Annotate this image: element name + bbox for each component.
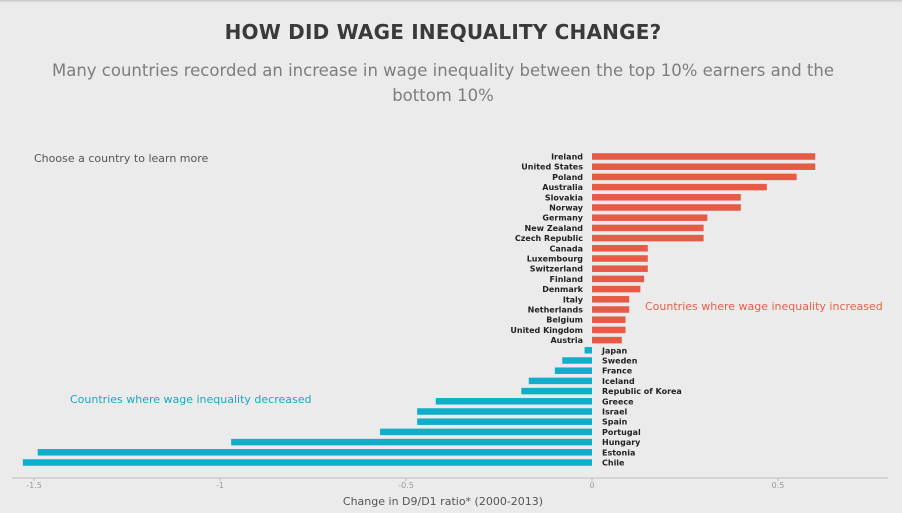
- country-label-australia[interactable]: Australia: [542, 183, 583, 192]
- bar-iceland[interactable]: [528, 377, 592, 385]
- country-label-estonia[interactable]: Estonia: [602, 448, 635, 457]
- x-tick-label-0: 0: [589, 481, 594, 490]
- country-label-belgium[interactable]: Belgium: [546, 316, 583, 325]
- bar-finland[interactable]: [592, 275, 645, 283]
- x-axis-ticks: -1.5 -1 -0.5 0 0.5: [26, 478, 784, 490]
- country-label-sweden[interactable]: Sweden: [602, 357, 638, 366]
- country-label-austria[interactable]: Austria: [550, 336, 583, 345]
- chart-title: HOW DID WAGE INEQUALITY CHANGE?: [224, 20, 662, 44]
- x-tick-label-0p5: 0.5: [772, 481, 785, 490]
- country-label-netherlands[interactable]: Netherlands: [528, 306, 584, 315]
- country-label-iceland[interactable]: Iceland: [602, 377, 635, 386]
- country-label-czech-republic[interactable]: Czech Republic: [515, 234, 583, 243]
- bar-germany[interactable]: [592, 214, 708, 221]
- country-label-ireland[interactable]: Ireland: [551, 153, 583, 162]
- country-label-switzerland[interactable]: Switzerland: [530, 265, 584, 274]
- country-label-japan[interactable]: Japan: [601, 346, 628, 355]
- bar-italy[interactable]: [592, 296, 630, 303]
- bar-estonia[interactable]: [37, 449, 593, 456]
- annotation-decreased: Countries where wage inequality decrease…: [70, 393, 312, 406]
- bar-denmark[interactable]: [592, 285, 641, 293]
- choose-country-hint: Choose a country to learn more: [34, 152, 209, 165]
- country-label-portugal[interactable]: Portugal: [602, 428, 641, 437]
- bar-switzerland[interactable]: [592, 265, 648, 272]
- country-label-spain[interactable]: Spain: [602, 418, 628, 427]
- bar-hungary[interactable]: [231, 438, 592, 446]
- country-label-slovakia[interactable]: Slovakia: [545, 193, 583, 202]
- bar-canada[interactable]: [592, 245, 648, 252]
- bar-sweden[interactable]: [562, 357, 592, 364]
- country-label-israel[interactable]: Israel: [602, 408, 628, 417]
- bar-greece[interactable]: [435, 398, 592, 405]
- country-label-chile[interactable]: Chile: [602, 459, 625, 468]
- country-label-denmark[interactable]: Denmark: [542, 285, 583, 294]
- annotation-increased: Countries where wage inequality increase…: [645, 300, 883, 313]
- bar-czech-republic[interactable]: [592, 234, 704, 242]
- x-tick-label-m1p5: -1.5: [26, 481, 42, 490]
- bar-portugal[interactable]: [379, 428, 592, 436]
- bar-france[interactable]: [554, 367, 592, 374]
- bar-ireland[interactable]: [592, 153, 816, 160]
- country-label-canada[interactable]: Canada: [550, 244, 584, 253]
- country-label-greece[interactable]: Greece: [602, 397, 634, 406]
- bar-belgium[interactable]: [592, 316, 626, 323]
- bar-austria[interactable]: [592, 336, 622, 344]
- top-shadow-bar: [0, 0, 902, 3]
- bars-group: [22, 153, 816, 466]
- country-label-germany[interactable]: Germany: [542, 214, 583, 223]
- country-label-france[interactable]: France: [602, 367, 633, 376]
- x-tick-label-m1: -1: [216, 481, 224, 490]
- country-label-united-kingdom[interactable]: United Kingdom: [510, 326, 583, 335]
- country-label-finland[interactable]: Finland: [550, 275, 584, 284]
- bar-new-zealand[interactable]: [592, 224, 704, 232]
- country-label-poland[interactable]: Poland: [552, 173, 583, 182]
- country-label-republic-of-korea[interactable]: Republic of Korea: [602, 387, 682, 396]
- country-label-luxembourg[interactable]: Luxembourg: [527, 255, 584, 264]
- country-label-hungary[interactable]: Hungary: [602, 438, 641, 447]
- country-label-new-zealand[interactable]: New Zealand: [525, 224, 584, 233]
- bar-slovakia[interactable]: [592, 194, 741, 201]
- bar-japan[interactable]: [584, 347, 592, 354]
- bar-republic-of-korea[interactable]: [521, 387, 592, 395]
- bar-luxembourg[interactable]: [592, 255, 648, 262]
- bar-norway[interactable]: [592, 204, 741, 211]
- x-axis-label: Change in D9/D1 ratio* (2000-2013): [342, 495, 544, 508]
- bar-united-states[interactable]: [592, 163, 816, 170]
- country-label-united-states[interactable]: United States: [521, 163, 583, 172]
- country-label-italy[interactable]: Italy: [563, 295, 584, 304]
- bar-spain[interactable]: [417, 418, 592, 425]
- country-label-norway[interactable]: Norway: [549, 204, 584, 213]
- chart-subtitle: Many countries recorded an increase in w…: [51, 61, 835, 105]
- bar-israel[interactable]: [417, 408, 592, 415]
- bar-netherlands[interactable]: [592, 306, 630, 313]
- bar-united-kingdom[interactable]: [592, 326, 626, 334]
- bar-poland[interactable]: [592, 173, 797, 181]
- bar-australia[interactable]: [592, 183, 767, 191]
- bar-chile[interactable]: [22, 459, 592, 466]
- x-tick-label-m0p5: -0.5: [398, 481, 414, 490]
